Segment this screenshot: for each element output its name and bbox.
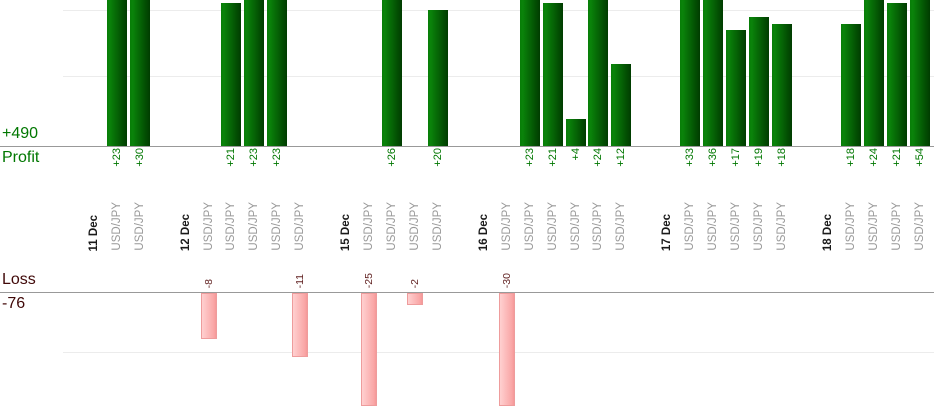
symbol-label: USD/JPY <box>569 202 582 251</box>
date-label: 16 Dec <box>477 213 490 251</box>
trade-profit-value: +23 <box>271 148 284 167</box>
profit-bar <box>680 0 701 146</box>
profit-bar <box>519 0 540 146</box>
loss-bar <box>406 293 423 305</box>
symbol-label: USD/JPY <box>408 202 421 251</box>
profit-bar <box>726 30 747 146</box>
symbol-label: USD/JPY <box>546 202 559 251</box>
trade-profit-value: +33 <box>684 148 697 167</box>
profit-bar <box>565 119 586 146</box>
trade-loss-value: -8 <box>202 278 215 288</box>
profit-bar <box>840 24 861 146</box>
profit-bar <box>909 0 930 146</box>
symbol-label: USD/JPY <box>707 202 720 251</box>
date-label: 17 Dec <box>661 213 674 251</box>
symbol-label: USD/JPY <box>684 202 697 251</box>
trade-profit-value: +23 <box>110 148 123 167</box>
loss-bar <box>361 293 378 406</box>
trade-loss-value: -25 <box>363 272 376 288</box>
symbol-label: USD/JPY <box>844 202 857 251</box>
trade-loss-value: -30 <box>500 272 513 288</box>
loss-baseline <box>0 292 934 293</box>
symbol-label: USD/JPY <box>890 202 903 251</box>
trade-loss-value: -2 <box>408 278 421 288</box>
symbol-label: USD/JPY <box>248 202 261 251</box>
symbol-label: USD/JPY <box>592 202 605 251</box>
profit-bar <box>772 24 792 146</box>
profit-bar <box>221 3 242 146</box>
trade-profit-value: +24 <box>867 148 880 167</box>
symbol-label: USD/JPY <box>500 202 513 251</box>
date-label: 11 Dec <box>87 214 100 251</box>
symbol-label: USD/JPY <box>386 202 399 251</box>
trade-profit-value: +23 <box>248 148 261 167</box>
profit-bar <box>382 0 403 146</box>
symbol-label: USD/JPY <box>867 202 880 251</box>
profit-bar <box>703 0 724 146</box>
trade-profit-value: +17 <box>730 148 743 167</box>
profit-bar <box>886 3 907 146</box>
trade-profit-value: +20 <box>431 148 444 167</box>
profit-bar <box>129 0 150 146</box>
gridline <box>63 352 934 353</box>
trade-profit-value: +18 <box>776 148 788 167</box>
trade-profit-value: +21 <box>890 148 903 167</box>
loss-total-label: -76 <box>2 295 26 312</box>
trade-profit-value: +21 <box>546 148 559 167</box>
symbol-label: USD/JPY <box>523 202 536 251</box>
loss-bar <box>200 293 217 339</box>
trade-profit-value: +12 <box>615 148 628 167</box>
trade-profit-value: +23 <box>523 148 536 167</box>
profit-baseline <box>0 146 934 147</box>
profit-bar <box>611 64 632 146</box>
symbol-label: USD/JPY <box>202 202 215 251</box>
trade-profit-value: +36 <box>707 148 720 167</box>
profit-bar <box>427 10 448 146</box>
trade-profit-value: +18 <box>844 148 857 167</box>
trade-profit-value: +54 <box>913 148 926 167</box>
date-label: 18 Dec <box>821 213 834 251</box>
symbol-label: USD/JPY <box>294 202 307 251</box>
symbol-label: USD/JPY <box>730 202 743 251</box>
profit-total-label: +490 <box>2 125 39 142</box>
loss-bar <box>292 293 309 357</box>
profit-axis-label: Profit <box>2 149 40 166</box>
trade-profit-value: +21 <box>225 148 238 167</box>
trade-profit-value: +24 <box>592 148 605 167</box>
loss-bar <box>498 293 515 406</box>
loss-axis-label: Loss <box>2 271 36 288</box>
profit-bar <box>267 0 288 146</box>
profit-bar <box>863 0 884 146</box>
profit-bar <box>244 0 265 146</box>
trade-profit-value: +4 <box>569 148 582 161</box>
trade-profit-value: +30 <box>133 148 146 167</box>
trade-profit-value: +19 <box>753 148 766 167</box>
symbol-label: USD/JPY <box>271 202 284 251</box>
symbol-label: USD/JPY <box>363 202 376 251</box>
date-label: 12 Dec <box>179 213 192 251</box>
symbol-label: USD/JPY <box>431 202 444 251</box>
trade-loss-value: -11 <box>294 273 307 288</box>
symbol-label: USD/JPY <box>110 202 123 251</box>
profit-bar <box>588 0 609 146</box>
profit-bar <box>749 17 770 146</box>
profit-bar <box>542 3 563 146</box>
symbol-label: USD/JPY <box>225 202 238 251</box>
trade-profit-value: +26 <box>386 148 399 167</box>
symbol-label: USD/JPY <box>753 202 766 251</box>
symbol-label: USD/JPY <box>913 202 926 251</box>
date-label: 15 Dec <box>340 213 353 251</box>
gridline <box>63 10 934 11</box>
gridline <box>63 76 934 77</box>
symbol-label: USD/JPY <box>776 202 788 251</box>
symbol-label: USD/JPY <box>133 202 146 251</box>
profit-bar <box>106 0 127 146</box>
symbol-label: USD/JPY <box>615 202 628 251</box>
